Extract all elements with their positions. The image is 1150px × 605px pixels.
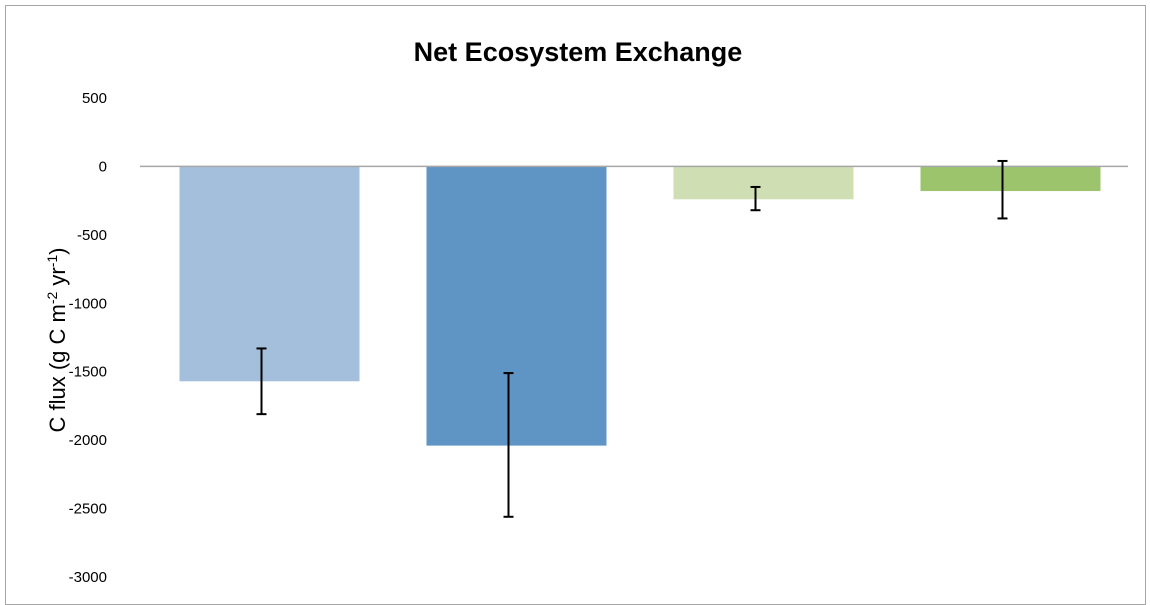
error-bars — [256, 159, 1008, 518]
bars — [179, 166, 1101, 446]
y-tick-label: -1000 — [69, 295, 107, 312]
y-axis-label-prefix: C flux (g C m — [45, 304, 70, 432]
y-axis-label-exp1: -2 — [44, 292, 60, 305]
bar-3 — [673, 166, 854, 200]
error-bar-4 — [997, 159, 1008, 220]
y-axis-label-suffix: ) — [45, 247, 70, 254]
error-bar-3 — [750, 185, 761, 212]
y-axis-ticks: 500 0 -500 -1000 -1500 -2000 -2500 -3000 — [69, 90, 107, 586]
y-axis-label: C flux (g C m-2 yr-1) — [44, 247, 70, 432]
error-bar-1 — [256, 347, 267, 416]
bar-4 — [920, 166, 1101, 192]
y-axis-label-middle: yr — [45, 267, 70, 291]
bar-2 — [426, 166, 607, 446]
svg-text:C flux (g C m-2 yr-1): C flux (g C m-2 yr-1) — [44, 247, 70, 432]
y-tick-label: -2500 — [69, 501, 107, 518]
y-tick-label: -3000 — [69, 569, 107, 586]
y-tick-label: 500 — [82, 90, 107, 107]
y-tick-label: -1500 — [69, 364, 107, 381]
y-axis-label-exp2: -1 — [44, 255, 60, 268]
bar-1 — [179, 166, 360, 382]
y-tick-label: 0 — [99, 158, 107, 175]
y-tick-label: -2000 — [69, 432, 107, 449]
y-tick-label: -500 — [77, 227, 107, 244]
error-bar-2 — [503, 372, 514, 518]
chart-title: Net Ecosystem Exchange — [414, 37, 743, 67]
